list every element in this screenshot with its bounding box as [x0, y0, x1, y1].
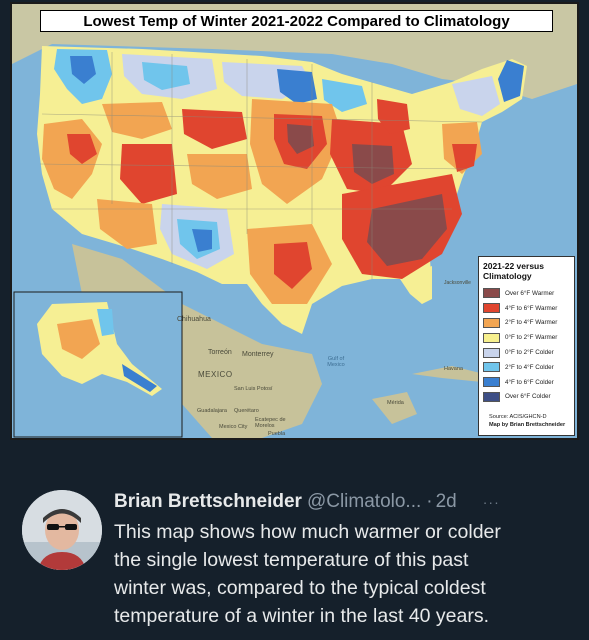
legend-item: 0°F to 2°F Colder [483, 345, 570, 360]
tweet[interactable]: Brian Brettschneider @Climatolo... · 2d … [0, 446, 589, 640]
montana-colder [142, 62, 190, 90]
virginia-very-warm [452, 144, 477, 172]
tweet-text-line: the single lowest temperature of this pa… [114, 549, 469, 571]
legend-credit: Map by Brian Brettschneider [489, 422, 566, 428]
label-merida: Mérida [387, 400, 404, 406]
arizona-warm [97, 199, 157, 249]
minnesota-cold [277, 69, 317, 104]
plains-hottest [287, 124, 314, 154]
idaho-warm [102, 102, 172, 139]
legend-label: 0°F to 2°F Warmer [505, 334, 558, 342]
tweet-text-line: This map shows how much warmer or colder [114, 521, 501, 543]
alaska-cold [97, 309, 114, 336]
yucatan-land [372, 392, 417, 424]
label-chihuahua: Chihuahua [177, 316, 211, 323]
legend-label: Over 6°F Colder [505, 393, 551, 401]
map-title: Lowest Temp of Winter 2021-2022 Compared… [40, 10, 553, 32]
tweet-header: Brian Brettschneider @Climatolo... · 2d … [114, 490, 584, 514]
legend-swatch [483, 377, 500, 388]
label-puebla: Puebla [268, 431, 286, 437]
label-queretaro: Querétaro [234, 408, 259, 414]
legend-item: 0°F to 2°F Warmer [483, 330, 570, 345]
utah-very-warm [120, 144, 177, 204]
southeast-hottest [367, 194, 447, 266]
northwest-very-cold [70, 56, 96, 84]
author-handle[interactable]: @Climatolo... [306, 491, 422, 512]
nevada-very-warm [67, 134, 97, 164]
map-legend: 2021-22 versus Climatology Over 6°F Warm… [478, 256, 575, 436]
label-mexico-city: Mexico City [219, 424, 248, 430]
label-havana: Havana [444, 366, 463, 372]
label-jacksonville: Jacksonville [444, 280, 471, 286]
temperature-anomaly-map: Lowest Temp of Winter 2021-2022 Compared… [10, 2, 579, 440]
cuba-land [412, 366, 492, 382]
legend-label: 4°F to 6°F Warmer [505, 304, 558, 312]
michigan-warm [377, 99, 410, 134]
state-borders [39, 52, 483, 279]
label-san-luis-potosi: San Luis Potosí [234, 386, 273, 392]
legend-title-line1: 2021-22 versus [483, 261, 544, 271]
label-monterrey: Monterrey [242, 351, 274, 358]
legend-item: Over 6°F Warmer [483, 286, 570, 301]
maine-cold [498, 60, 524, 102]
more-options-icon[interactable]: ··· [482, 494, 500, 510]
legend-swatch [483, 288, 500, 299]
legend-item: 2°F to 4°F Colder [483, 360, 570, 375]
legend-label: 4°F to 6°F Colder [505, 378, 554, 386]
legend-swatch [483, 391, 500, 402]
label-mexico: MEXICO [198, 370, 233, 379]
legend-swatch [483, 347, 500, 358]
header-separator: · [426, 491, 433, 512]
texas-very-warm [274, 242, 312, 289]
tweet-text: This map shows how much warmer or colder… [114, 518, 584, 630]
northeast-cold [452, 76, 500, 116]
legend-swatch [483, 317, 500, 328]
great-lakes-cold [322, 79, 367, 112]
legend-items: Over 6°F Warmer 4°F to 6°F Warmer 2°F to 4… [483, 286, 570, 404]
tweet-text-line: winter was, compared to the typical cold… [114, 577, 486, 599]
label-torreon: Torreón [208, 349, 232, 356]
florida-mild [410, 266, 432, 304]
alaska-warm [57, 319, 100, 359]
legend-source: Source: ACIS/GHCN-D [489, 414, 547, 420]
label-gulf: Gulf of Mexico [327, 356, 345, 368]
legend-title-line2: Climatology [483, 271, 532, 281]
map-graphic [12, 4, 577, 438]
colorado-warm [187, 154, 252, 199]
midwest-hottest [352, 144, 394, 184]
newmexico-very-cold [192, 229, 212, 252]
label-guadalajara: Guadalajara [197, 408, 227, 414]
legend-item: 2°F to 4°F Warmer [483, 316, 570, 331]
tweet-timestamp[interactable]: 2d [435, 491, 457, 512]
legend-source-block: Source: ACIS/GHCN-D Map by Brian Brettsc… [489, 413, 565, 429]
legend-swatch [483, 332, 500, 343]
tweet-text-line: temperature of a winter in the last 40 y… [114, 605, 490, 627]
legend-item: 4°F to 6°F Colder [483, 375, 570, 390]
legend-label: Over 6°F Warmer [505, 289, 555, 297]
legend-swatch [483, 303, 500, 314]
alaska-colder [122, 364, 157, 392]
legend-item: Over 6°F Colder [483, 390, 570, 405]
wyoming-warm [182, 109, 247, 149]
label-ecatepec: Ecatepec de Morelos [255, 417, 286, 429]
legend-label: 2°F to 4°F Warmer [505, 319, 558, 327]
legend-swatch [483, 362, 500, 373]
legend-item: 4°F to 6°F Warmer [483, 301, 570, 316]
legend-label: 0°F to 2°F Colder [505, 349, 554, 357]
avatar[interactable] [22, 490, 102, 570]
legend-label: 2°F to 4°F Colder [505, 363, 554, 371]
author-name[interactable]: Brian Brettschneider [114, 491, 302, 512]
avatar-photo-icon [22, 490, 102, 570]
